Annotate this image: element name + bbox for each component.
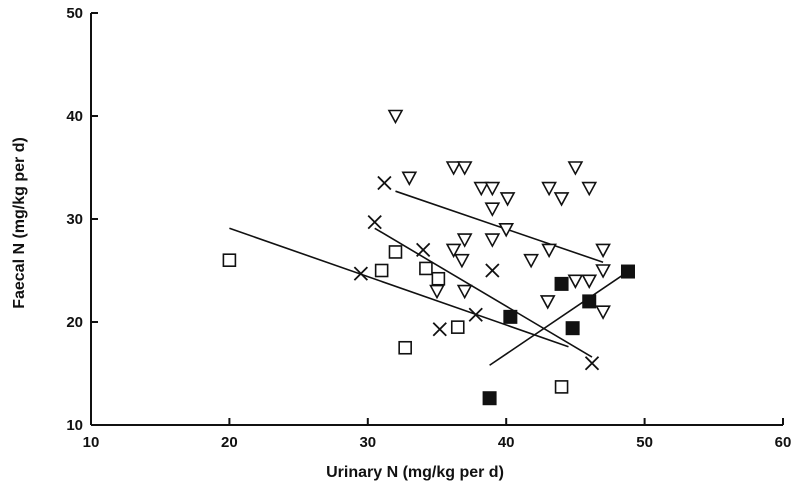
triangle-point xyxy=(429,284,445,300)
triangle-point xyxy=(541,243,557,259)
open-square-point xyxy=(554,380,569,394)
cross-stroke xyxy=(432,322,447,337)
cross-stroke xyxy=(584,356,600,371)
cross-point xyxy=(367,214,382,230)
cross-point xyxy=(377,175,392,191)
x-tick-label: 50 xyxy=(636,434,653,451)
open-square-point xyxy=(398,340,412,355)
cross-point xyxy=(353,266,369,281)
y-tick-label: 40 xyxy=(66,108,83,125)
x-tick-label: 30 xyxy=(359,434,376,451)
triangle-point xyxy=(401,171,418,186)
fit-line-cross xyxy=(374,227,593,358)
open-square-point xyxy=(222,253,237,267)
triangle-point xyxy=(454,253,470,269)
open-square-point xyxy=(374,263,389,278)
filled-square-point xyxy=(582,294,597,309)
triangle-point xyxy=(523,253,539,269)
filled-square-point xyxy=(554,276,569,291)
cross-stroke xyxy=(416,242,431,258)
triangle-point xyxy=(581,181,598,197)
triangle-point xyxy=(445,161,462,176)
triangle-point xyxy=(567,161,584,176)
filled-square-point xyxy=(620,264,635,279)
x-tick-label: 60 xyxy=(775,434,792,451)
cross-point xyxy=(468,307,483,322)
open-square-point xyxy=(388,245,403,259)
triangle-point xyxy=(456,161,473,176)
triangle-point xyxy=(567,274,584,289)
triangle-point xyxy=(473,181,490,197)
triangle-point xyxy=(484,233,501,248)
cross-stroke xyxy=(367,214,382,230)
y-axis-title: Faecal N (mg/kg per d) xyxy=(11,137,28,309)
fit-line-open-triangle-down xyxy=(395,190,604,264)
triangle-point xyxy=(541,181,557,197)
triangle-point xyxy=(498,223,515,238)
triangle-point xyxy=(445,243,462,259)
x-tick-label: 20 xyxy=(221,434,238,451)
cross-point xyxy=(416,242,431,258)
data-points xyxy=(222,109,635,406)
triangle-point xyxy=(456,233,473,248)
y-tick-label: 10 xyxy=(66,417,83,434)
triangle-point xyxy=(499,192,516,207)
fit-line-filled-square xyxy=(489,270,629,366)
triangle-point xyxy=(484,181,501,197)
open-square-point xyxy=(419,261,433,276)
cross-point xyxy=(584,356,600,371)
cross-point xyxy=(432,322,447,337)
x-axis-title: Urinary N (mg/kg per d) xyxy=(326,464,504,481)
triangle-point xyxy=(595,305,611,320)
triangle-point xyxy=(595,243,611,259)
open-square-point xyxy=(450,320,465,334)
cross-stroke xyxy=(468,307,483,322)
triangle-point xyxy=(553,192,570,207)
cross-stroke xyxy=(485,263,500,278)
fit-line-open-square xyxy=(229,227,569,348)
y-tick-label: 50 xyxy=(66,5,83,22)
y-ticks: 10 20 30 40 50 xyxy=(66,5,98,434)
open-square-point xyxy=(431,271,446,286)
triangle-point xyxy=(484,202,501,217)
cross-point xyxy=(485,263,500,278)
cross-stroke xyxy=(377,175,392,191)
triangle-point xyxy=(539,295,556,310)
filled-square-point xyxy=(565,321,580,336)
triangle-point xyxy=(387,109,404,125)
triangle-point xyxy=(581,274,598,289)
y-tick-label: 20 xyxy=(66,314,83,331)
y-tick-label: 30 xyxy=(66,211,83,228)
filled-square-point xyxy=(482,391,497,406)
triangle-point xyxy=(595,264,611,279)
x-ticks: 10 20 30 40 50 60 xyxy=(83,418,792,451)
axes: 10 20 30 40 50 60 10 20 30 40 50 xyxy=(66,5,791,451)
x-tick-label: 10 xyxy=(83,434,100,451)
x-tick-label: 40 xyxy=(498,434,515,451)
triangle-point xyxy=(456,284,473,300)
filled-square-point xyxy=(503,309,518,324)
cross-stroke xyxy=(353,266,369,281)
fit-lines xyxy=(229,190,629,366)
